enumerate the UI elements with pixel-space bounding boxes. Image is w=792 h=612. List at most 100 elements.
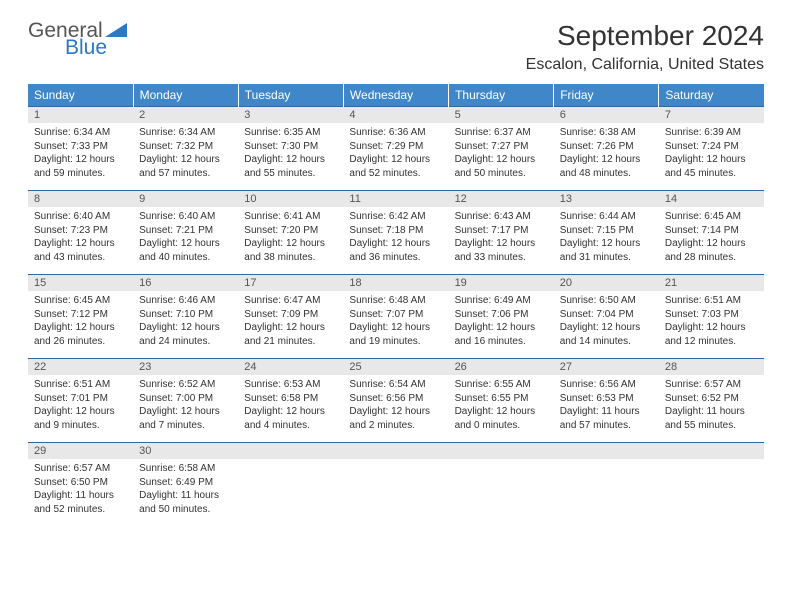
sunset-text: Sunset: 7:26 PM [560,140,653,154]
day-number-cell: 7 [659,107,764,124]
day-number: 15 [34,277,46,289]
daylight-text: and 59 minutes. [34,167,127,181]
title-month: September 2024 [526,20,764,52]
daylight-text: Daylight: 12 hours [244,405,337,419]
daylight-text: and 55 minutes. [665,419,758,433]
day-detail-cell: Sunrise: 6:35 AMSunset: 7:30 PMDaylight:… [238,123,343,191]
daylight-text: Daylight: 12 hours [560,153,653,167]
daylight-text: and 31 minutes. [560,251,653,265]
day-detail-cell [343,459,448,526]
sunset-text: Sunset: 6:50 PM [34,476,127,490]
day-detail-cell: Sunrise: 6:38 AMSunset: 7:26 PMDaylight:… [554,123,659,191]
day-number-row: 15161718192021 [28,275,764,292]
sunset-text: Sunset: 7:12 PM [34,308,127,322]
day-number: 5 [455,109,461,121]
day-number: 11 [349,193,360,205]
daylight-text: Daylight: 12 hours [665,153,758,167]
day-detail-cell [659,459,764,526]
day-number: 10 [244,193,256,205]
day-number-cell: 2 [133,107,238,124]
daylight-text: Daylight: 12 hours [244,153,337,167]
day-number-row: 1234567 [28,107,764,124]
day-number-cell: 1 [28,107,133,124]
sunset-text: Sunset: 7:14 PM [665,224,758,238]
sunset-text: Sunset: 7:15 PM [560,224,653,238]
daylight-text: and 4 minutes. [244,419,337,433]
day-detail-cell: Sunrise: 6:46 AMSunset: 7:10 PMDaylight:… [133,291,238,359]
day-detail-cell: Sunrise: 6:54 AMSunset: 6:56 PMDaylight:… [343,375,448,443]
daylight-text: Daylight: 12 hours [139,237,232,251]
day-number-cell: 14 [659,191,764,208]
day-number: 23 [139,361,151,373]
logo-text-blue: Blue [65,37,127,58]
sunset-text: Sunset: 7:17 PM [455,224,548,238]
day-detail-cell: Sunrise: 6:36 AMSunset: 7:29 PMDaylight:… [343,123,448,191]
daylight-text: and 7 minutes. [139,419,232,433]
daylight-text: and 14 minutes. [560,335,653,349]
daylight-text: and 45 minutes. [665,167,758,181]
title-block: September 2024 Escalon, California, Unit… [526,20,764,74]
day-number-cell: 18 [343,275,448,292]
daylight-text: and 50 minutes. [455,167,548,181]
sunrise-text: Sunrise: 6:39 AM [665,126,758,140]
sunset-text: Sunset: 7:06 PM [455,308,548,322]
sunset-text: Sunset: 6:58 PM [244,392,337,406]
daylight-text: Daylight: 12 hours [34,405,127,419]
day-detail-cell [449,459,554,526]
day-number-row: 2930 [28,443,764,460]
day-number: 6 [560,109,566,121]
daylight-text: and 36 minutes. [349,251,442,265]
day-detail-cell: Sunrise: 6:52 AMSunset: 7:00 PMDaylight:… [133,375,238,443]
day-number: 7 [665,109,671,121]
day-number: 19 [455,277,467,289]
day-number-cell: 5 [449,107,554,124]
daylight-text: Daylight: 12 hours [244,321,337,335]
daylight-text: and 48 minutes. [560,167,653,181]
day-number: 16 [139,277,151,289]
day-number-cell: 22 [28,359,133,376]
day-number-cell [343,443,448,460]
daylight-text: and 43 minutes. [34,251,127,265]
daylight-text: Daylight: 12 hours [560,321,653,335]
sunrise-text: Sunrise: 6:52 AM [139,378,232,392]
sunrise-text: Sunrise: 6:37 AM [455,126,548,140]
sunset-text: Sunset: 7:27 PM [455,140,548,154]
day-number-cell: 28 [659,359,764,376]
daylight-text: Daylight: 12 hours [349,405,442,419]
day-number-cell: 8 [28,191,133,208]
daylight-text: and 50 minutes. [139,503,232,517]
sunrise-text: Sunrise: 6:57 AM [34,462,127,476]
day-number-cell: 21 [659,275,764,292]
sunset-text: Sunset: 6:56 PM [349,392,442,406]
day-number: 26 [455,361,467,373]
day-number-cell: 13 [554,191,659,208]
daylight-text: and 19 minutes. [349,335,442,349]
sunset-text: Sunset: 6:55 PM [455,392,548,406]
sunset-text: Sunset: 6:52 PM [665,392,758,406]
day-detail-cell: Sunrise: 6:39 AMSunset: 7:24 PMDaylight:… [659,123,764,191]
sunrise-text: Sunrise: 6:44 AM [560,210,653,224]
day-number-cell [659,443,764,460]
day-number-cell: 29 [28,443,133,460]
day-number: 24 [244,361,256,373]
day-number: 25 [349,361,361,373]
daylight-text: and 55 minutes. [244,167,337,181]
daylight-text: Daylight: 11 hours [139,489,232,503]
sunset-text: Sunset: 6:53 PM [560,392,653,406]
sunrise-text: Sunrise: 6:58 AM [139,462,232,476]
sunset-text: Sunset: 7:04 PM [560,308,653,322]
sunset-text: Sunset: 7:03 PM [665,308,758,322]
daylight-text: Daylight: 12 hours [34,153,127,167]
day-number: 4 [349,109,355,121]
day-number-cell [554,443,659,460]
day-detail-cell: Sunrise: 6:58 AMSunset: 6:49 PMDaylight:… [133,459,238,526]
daylight-text: and 38 minutes. [244,251,337,265]
sunset-text: Sunset: 7:33 PM [34,140,127,154]
sunrise-text: Sunrise: 6:34 AM [34,126,127,140]
day-detail-cell: Sunrise: 6:34 AMSunset: 7:33 PMDaylight:… [28,123,133,191]
day-detail-row: Sunrise: 6:51 AMSunset: 7:01 PMDaylight:… [28,375,764,443]
day-number: 28 [665,361,677,373]
day-number-cell: 10 [238,191,343,208]
sunrise-text: Sunrise: 6:45 AM [34,294,127,308]
daylight-text: Daylight: 12 hours [349,321,442,335]
